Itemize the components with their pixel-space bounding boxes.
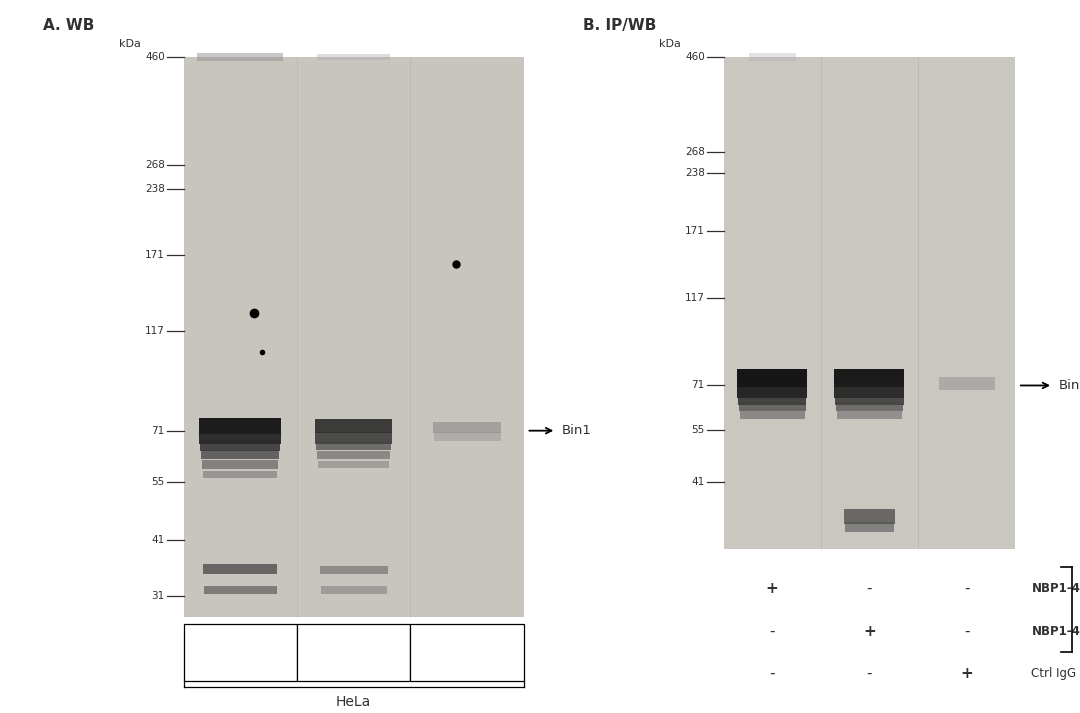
Text: 50: 50 <box>231 645 249 660</box>
Bar <box>836 402 903 411</box>
Bar <box>410 624 524 681</box>
Text: 268: 268 <box>145 160 165 170</box>
Text: NBP1-46169: NBP1-46169 <box>1031 582 1080 595</box>
Bar <box>939 377 995 390</box>
Bar <box>202 460 279 468</box>
Text: 41: 41 <box>151 535 165 545</box>
Text: 238: 238 <box>145 184 165 194</box>
Text: +: + <box>863 623 876 639</box>
Text: 55: 55 <box>691 426 705 436</box>
Bar <box>203 471 278 478</box>
Bar <box>738 394 807 405</box>
Text: 31: 31 <box>151 591 165 601</box>
Text: Bin1: Bin1 <box>1058 379 1080 392</box>
Text: Ctrl IgG: Ctrl IgG <box>1031 667 1077 680</box>
Bar <box>740 411 805 419</box>
Text: A. WB: A. WB <box>43 18 95 33</box>
Text: 171: 171 <box>145 250 165 260</box>
Bar <box>315 432 392 443</box>
Text: -: - <box>963 580 970 596</box>
Text: 71: 71 <box>151 426 165 436</box>
Bar <box>835 369 904 387</box>
Text: -: - <box>769 623 775 639</box>
Bar <box>318 451 390 458</box>
Bar <box>738 384 807 399</box>
Bar <box>837 411 902 419</box>
Text: +: + <box>960 666 973 682</box>
Text: 268: 268 <box>685 147 705 157</box>
Text: B. IP/WB: B. IP/WB <box>583 18 657 33</box>
Bar <box>724 57 1015 549</box>
Text: 117: 117 <box>145 326 165 336</box>
Bar <box>320 566 388 574</box>
Text: 460: 460 <box>685 52 705 62</box>
Bar <box>845 522 894 532</box>
Bar <box>845 509 894 523</box>
Bar <box>200 431 281 444</box>
Text: NBP1-46170: NBP1-46170 <box>1031 625 1080 637</box>
Bar <box>835 394 904 405</box>
Bar <box>297 624 410 681</box>
Bar <box>200 418 281 434</box>
Text: -: - <box>866 666 873 682</box>
Bar <box>184 624 297 681</box>
Text: 15: 15 <box>345 645 363 660</box>
Text: 71: 71 <box>691 381 705 391</box>
Bar <box>748 53 796 61</box>
Bar <box>738 369 807 387</box>
Bar <box>433 432 501 441</box>
Text: Bin1: Bin1 <box>562 424 592 437</box>
Text: 171: 171 <box>685 226 705 236</box>
Text: 238: 238 <box>685 168 705 178</box>
Text: kDa: kDa <box>119 39 140 49</box>
Text: kDa: kDa <box>659 39 680 49</box>
Text: HeLa: HeLa <box>336 695 372 709</box>
Text: 117: 117 <box>685 292 705 303</box>
Text: 5: 5 <box>462 645 472 660</box>
Bar <box>315 419 392 433</box>
Bar <box>319 461 389 468</box>
Text: +: + <box>766 580 779 596</box>
Bar <box>835 384 904 399</box>
Bar <box>201 450 280 459</box>
Text: 41: 41 <box>691 477 705 487</box>
Bar <box>739 402 806 411</box>
Text: -: - <box>963 623 970 639</box>
Bar <box>203 563 278 573</box>
Bar <box>198 53 283 61</box>
Bar <box>321 587 387 594</box>
Text: -: - <box>866 580 873 596</box>
Text: 460: 460 <box>145 52 165 62</box>
Bar <box>316 441 391 451</box>
Bar <box>184 57 524 617</box>
Bar <box>204 586 276 595</box>
Bar <box>318 54 390 60</box>
Bar <box>201 441 280 451</box>
Bar <box>433 423 501 434</box>
Text: -: - <box>769 666 775 682</box>
Text: 55: 55 <box>151 477 165 487</box>
